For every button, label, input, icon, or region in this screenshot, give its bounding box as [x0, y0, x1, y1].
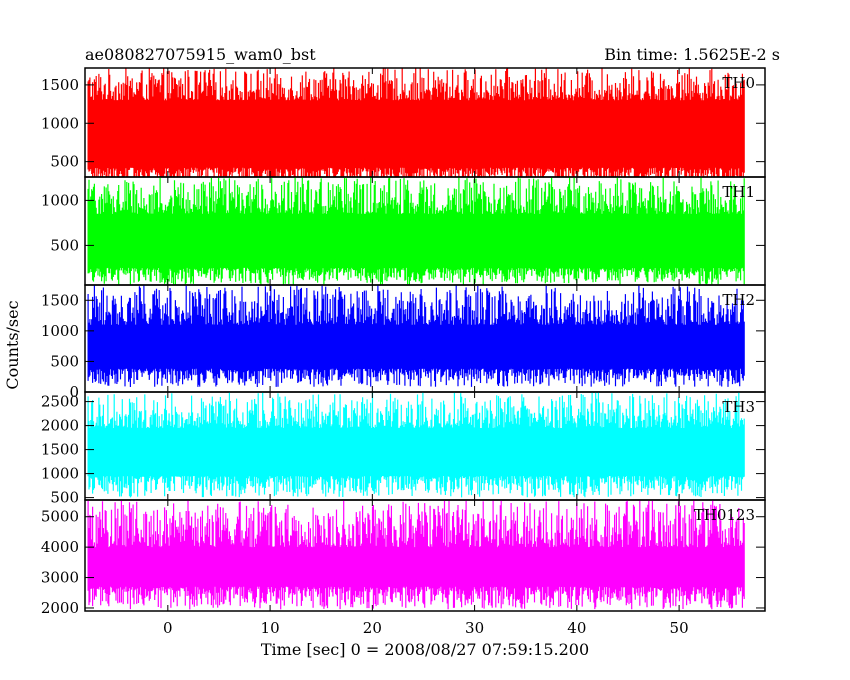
panel-th0: 500 1000 1500 TH0: [41, 67, 766, 178]
y-tick-label: 1000: [41, 191, 79, 209]
x-tick-label: 10: [261, 619, 280, 637]
panel-label: TH3: [722, 398, 755, 416]
obs-id-title: ae080827075915_wam0_bst: [85, 45, 316, 64]
y-tick-label: 1000: [41, 465, 79, 483]
panel-frame: [84, 499, 766, 612]
y-tick-label: 0: [69, 383, 79, 401]
y-tick-label: 2500: [41, 393, 79, 411]
panel-th3: 500 1000 1500 2000 2500 TH3: [41, 391, 766, 507]
y-tick-label: 3000: [41, 569, 79, 587]
x-tick-label: 0: [163, 619, 173, 637]
y-tick-label: 500: [50, 489, 79, 507]
y-tick-label: 5000: [41, 508, 79, 526]
series-th1: [87, 177, 745, 285]
panel-th1: 500 1000 TH1: [41, 176, 766, 286]
y-tick-label: 1000: [41, 322, 79, 340]
y-tick-label: 1500: [41, 441, 79, 459]
series-th0: [87, 68, 745, 177]
panel-label: TH2: [722, 291, 755, 309]
panel-label: TH0: [722, 74, 755, 92]
bin-time-label: Bin time: 1.5625E-2 s: [604, 45, 780, 64]
x-tick-label: 30: [465, 619, 484, 637]
y-tick-label: 500: [50, 153, 79, 171]
y-tick-label: 500: [50, 236, 79, 254]
x-tick-label: 40: [567, 619, 586, 637]
y-tick-label: 2000: [41, 599, 79, 617]
series-th0123: [87, 500, 745, 610]
panel-th2: 0 500 1000 1500 TH2: [41, 284, 766, 401]
y-tick-label: 500: [50, 352, 79, 370]
y-tick-label: 4000: [41, 538, 79, 556]
y-axis-label: Counts/sec: [3, 300, 22, 389]
panel-th0123: 2000 3000 4000 5000 TH0123: [41, 499, 766, 617]
panel-label: TH0123: [694, 506, 755, 524]
y-tick-label: 1500: [41, 76, 79, 94]
y-tick-label: 1000: [41, 114, 79, 132]
panel-label: TH1: [722, 183, 755, 201]
x-tick-label: 20: [363, 619, 382, 637]
y-tick-label: 1500: [41, 291, 79, 309]
series-th3: [87, 392, 745, 498]
x-axis-label: Time [sec] 0 = 2008/08/27 07:59:15.200: [261, 640, 589, 659]
x-tick-label: 50: [670, 619, 689, 637]
series-th2: [87, 285, 745, 387]
y-tick-label: 2000: [41, 417, 79, 435]
